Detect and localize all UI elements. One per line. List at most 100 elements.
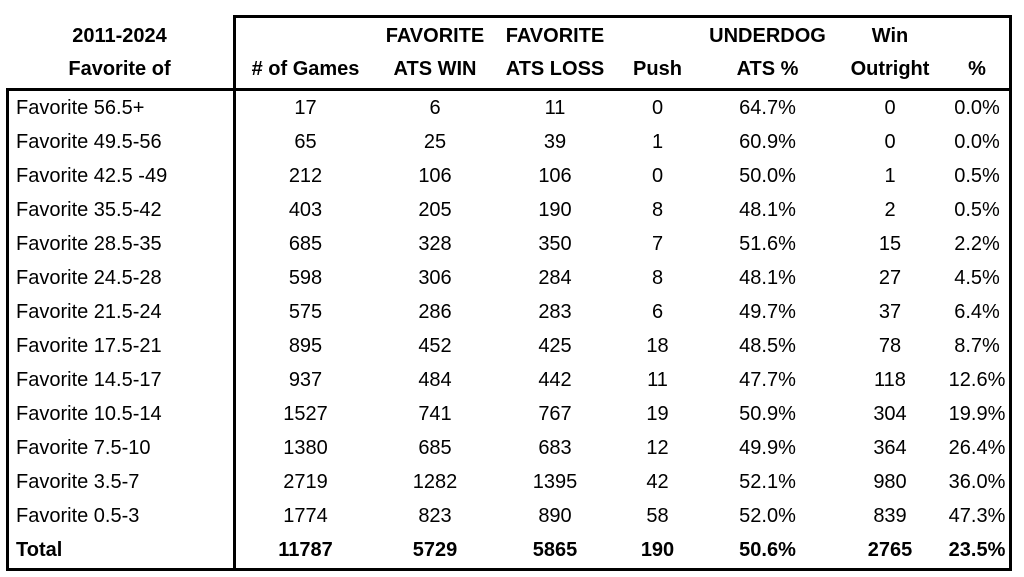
row-value: 190 [615,533,700,571]
row-value: 64.7% [700,88,835,125]
header-underdog-label: UNDERDOG [709,25,826,47]
table-row: Favorite 42.5 -49 212 106 106 0 50.0% 1 0.5% [6,159,1012,193]
row-value: 205 [418,198,452,221]
row-value: 118 [874,368,906,391]
header-ats-pct-label: ATS % [736,58,799,80]
header-push: Push [615,15,700,88]
favorites-ats-table: 2011-2024 Favorite of # of Games FAVORIT… [6,15,1012,571]
row-value: 12 [646,436,669,459]
row-value: 1527 [283,402,328,425]
row-value: 741 [418,402,452,425]
row-value: 839 [873,504,907,527]
row-value: 48.1% [739,198,796,221]
total-row: Total 11787 5729 5865 190 50.6% 2765 23.5% [6,533,1012,571]
row-value: 1774 [283,504,328,527]
row-value: 328 [418,232,452,255]
row-value: 26.4% [945,431,1012,465]
table-row: Favorite 0.5-3 1774 823 890 58 52.0% 839 47.3% [6,499,1012,533]
row-value: 425 [538,334,572,357]
row-value: 106 [418,164,452,187]
row-value: 484 [418,368,452,391]
row-value: 2719 [283,470,328,493]
row-value: 50.9% [739,402,796,425]
row-value: 50.6% [700,533,835,571]
row-value: 12.6% [945,363,1012,397]
row-label: Total [6,533,236,571]
row-value: 890 [538,504,572,527]
row-value: 52.0% [739,504,796,527]
header-win-outright: Win Outright [835,15,945,88]
table-body: Favorite 56.5+ 17 6 11 0 64.7% 0 0.0% Favorite 4… [6,88,1012,571]
row-value: 48.5% [739,334,796,357]
row-value: 0 [835,88,945,125]
row-value: 304 [873,402,907,425]
row-value: 286 [418,300,452,323]
header-favorite-ats-win: FAVORITE ATS WIN [375,15,495,88]
row-value: 284 [538,266,572,289]
row-label: Favorite 7.5-10 [6,431,236,465]
row-value: 47.3% [945,499,1012,533]
row-value: 190 [538,198,572,221]
row-value: 58 [646,504,669,527]
row-value: 52.1% [739,470,796,493]
row-value: 49.7% [739,300,796,323]
row-value: 65 [294,130,317,153]
header-num-games-label: # of Games [251,58,360,80]
row-value: 0.0% [945,125,1012,159]
row-value: 23.5% [945,533,1012,571]
header-favorite-ats-loss: FAVORITE ATS LOSS [495,15,615,88]
row-value: 36.0% [945,465,1012,499]
row-value: 306 [418,266,452,289]
row-value: 212 [288,164,323,187]
header-favorite-label: FAVORITE [385,25,485,47]
row-value: 49.9% [739,436,796,459]
row-value: 0 [615,88,700,125]
row-value: 1 [651,130,664,153]
row-label: Favorite 28.5-35 [6,227,236,261]
row-label: Favorite 42.5 -49 [6,159,236,193]
row-value: 895 [288,334,323,357]
row-value: 42 [646,470,669,493]
table-row: Favorite 56.5+ 17 6 11 0 64.7% 0 0.0% [6,88,1012,125]
row-value: 8.7% [945,329,1012,363]
row-value: 1 [884,164,896,187]
row-value: 7 [651,232,664,255]
header-favorite-of: 2011-2024 Favorite of [6,15,236,88]
row-value: 6.4% [945,295,1012,329]
row-value: 980 [873,470,907,493]
table-row: Favorite 21.5-24 575 286 283 6 49.7% 37 6.4% [6,295,1012,329]
row-label: Favorite 24.5-28 [6,261,236,295]
row-value: 6 [651,300,664,323]
row-value: 2765 [835,533,945,571]
row-label: Favorite 49.5-56 [6,125,236,159]
row-value: 0.5% [945,159,1012,193]
row-value: 0 [884,130,896,153]
header-favorite-label: FAVORITE [505,25,605,47]
header-num-games: # of Games [236,15,375,88]
row-value: 442 [538,368,572,391]
row-value: 452 [418,334,452,357]
table-header-row: 2011-2024 Favorite of # of Games FAVORIT… [6,15,1012,88]
row-value: 5729 [375,533,495,571]
row-label: Favorite 10.5-14 [6,397,236,431]
row-value: 685 [418,436,452,459]
row-value: 364 [873,436,907,459]
row-value: 575 [288,300,323,323]
row-label: Favorite 21.5-24 [6,295,236,329]
row-value: 403 [288,198,323,221]
row-value: 0 [651,164,664,187]
row-label: Favorite 0.5-3 [6,499,236,533]
row-label: Favorite 35.5-42 [6,193,236,227]
header-favorite-of-label: Favorite of [68,58,171,80]
table-row: Favorite 7.5-10 1380 685 683 12 49.9% 364 26.4% [6,431,1012,465]
header-underdog-ats-pct: UNDERDOG ATS % [700,15,835,88]
row-value: 1395 [532,470,578,493]
table-row: Favorite 35.5-42 403 205 190 8 48.1% 2 0.5% [6,193,1012,227]
header-outright-label: Outright [850,58,930,80]
row-value: 0.0% [945,88,1012,125]
row-value: 106 [538,164,572,187]
row-value: 17 [236,88,375,125]
row-value: 8 [651,198,664,221]
header-ats-loss-label: ATS LOSS [505,58,605,80]
row-value: 2 [884,198,896,221]
